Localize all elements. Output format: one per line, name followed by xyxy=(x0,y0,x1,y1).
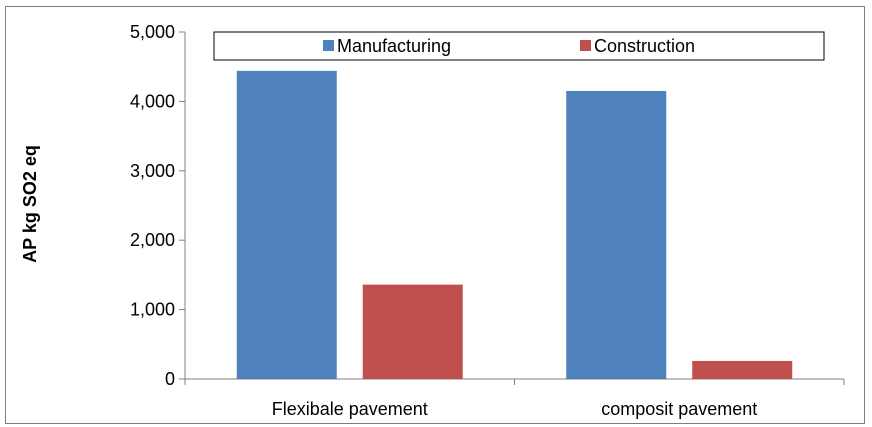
bar-construction-1 xyxy=(362,284,463,379)
legend-swatch-construction xyxy=(580,40,591,51)
legend-swatch-manufacturing xyxy=(323,40,334,51)
y-axis-label: AP kg SO2 eq xyxy=(20,145,40,263)
y-tick-label: 0 xyxy=(165,369,175,389)
bar-construction-2 xyxy=(692,360,793,379)
bar-manufacturing-1 xyxy=(236,70,337,379)
y-tick-label: 1,000 xyxy=(130,300,175,320)
y-tick-label: 2,000 xyxy=(130,230,175,250)
x-category-label: composit pavement xyxy=(601,399,757,419)
legend-label-manufacturing: Manufacturing xyxy=(337,36,451,56)
y-tick-label: 4,000 xyxy=(130,91,175,111)
legend-label-construction: Construction xyxy=(594,36,695,56)
legend-box xyxy=(213,31,825,61)
x-category-label: Flexibale pavement xyxy=(272,399,428,419)
y-tick-label: 3,000 xyxy=(130,161,175,181)
bar-manufacturing-2 xyxy=(566,90,667,380)
y-tick-label: 5,000 xyxy=(130,22,175,42)
